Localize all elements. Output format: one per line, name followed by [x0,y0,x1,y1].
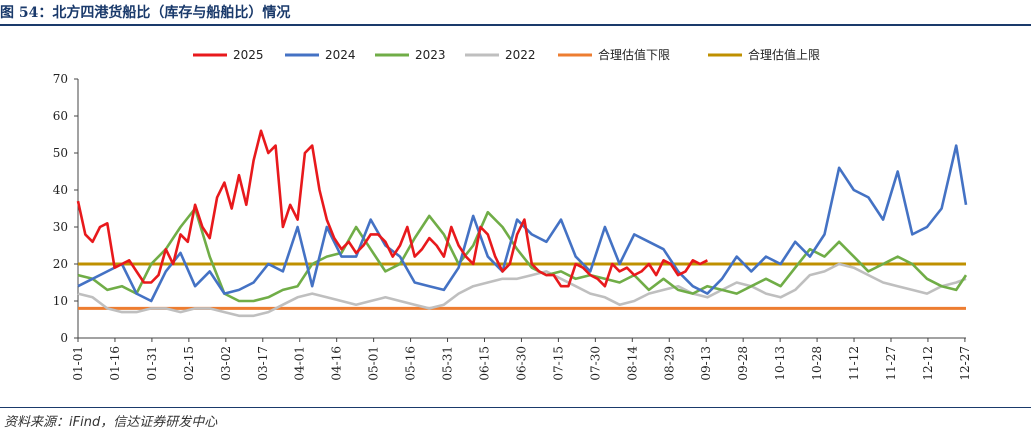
x-tick-label: 05-31 [441,346,455,381]
x-tick-label: 01-01 [71,346,85,381]
x-tick-label: 09-13 [699,346,713,381]
series-line-2023 [77,207,968,303]
x-tick-label: 04-01 [293,346,307,381]
x-tick-label: 12-27 [958,346,972,381]
source-note: 资料来源：iFind，信达证券研发中心 [4,415,218,430]
x-tick-label: 12-12 [921,346,935,381]
page-title: 图 54：北方四港货船比（库存与船舶比）情况 [0,5,291,21]
y-tick-label: 50 [53,146,68,160]
line-chart: 0 10 20 30 40 50 60 70 01-01 01-16 01-31 02-15 03-02… [53,47,972,381]
legend-label: 合理估值上限 [748,47,820,62]
x-tick-label: 08-29 [662,346,676,381]
x-tick-label: 06-30 [514,346,528,381]
x-tick-label: 03-17 [256,346,270,381]
x-tick-label: 11-12 [847,346,861,381]
series-line-2025 [76,129,708,288]
legend-label: 2022 [505,48,536,62]
x-tick-label: 09-28 [736,346,750,381]
footer-rule [0,407,1031,408]
x-tick-label: 07-15 [551,346,565,381]
y-tick-label: 60 [53,109,68,123]
x-tick-label: 05-01 [367,346,381,381]
y-tick-label: 40 [53,183,68,197]
y-tick-label: 20 [53,257,68,271]
x-tick-label: 10-28 [810,346,824,381]
x-tick-label: 03-02 [219,346,233,381]
x-tick-label: 10-13 [773,346,787,381]
x-tick-label: 01-16 [108,346,122,381]
y-tick-label: 70 [53,72,68,86]
x-tick-label: 05-16 [404,346,418,381]
legend-label: 合理估值下限 [598,47,670,62]
x-tick-label: 06-15 [477,346,491,381]
y-tick-label: 30 [53,220,68,234]
x-tick-label: 07-30 [588,346,602,381]
series-line-2022 [77,262,967,318]
x-tick-label: 04-16 [330,346,344,381]
y-tick-label: 0 [60,331,68,345]
y-tick-label: 10 [53,294,68,308]
legend-label: 2023 [415,48,446,62]
legend-label: 2025 [233,48,264,62]
x-tick-label: 11-27 [884,346,898,381]
x-tick-label: 01-31 [145,346,159,381]
x-tick-label: 02-15 [182,346,196,381]
legend-label: 2024 [325,48,356,62]
title-rule [0,24,1031,26]
x-tick-label: 08-14 [625,346,639,381]
